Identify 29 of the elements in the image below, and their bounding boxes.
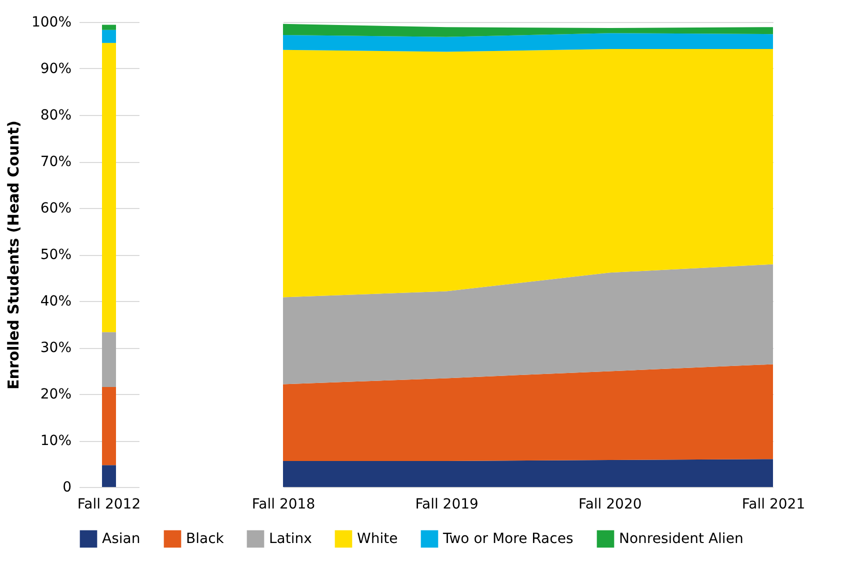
y-tick-label: 10% xyxy=(40,433,72,449)
x-tick-label: Fall 2020 xyxy=(578,496,642,512)
y-tick-label: 20% xyxy=(40,386,72,402)
y-tick-label: 60% xyxy=(40,200,72,216)
y-tick-label: 40% xyxy=(40,294,72,310)
bar xyxy=(102,387,116,466)
x-tick-label: Fall 2018 xyxy=(252,496,316,512)
bar xyxy=(102,465,116,487)
legend-label: Latinx xyxy=(269,530,312,547)
bar xyxy=(102,24,116,30)
y-tick-label: 50% xyxy=(40,247,72,263)
x-tick-label: Fall 2012 xyxy=(77,496,141,512)
y-axis-title: Enrolled Students (Head Count) xyxy=(4,120,22,390)
y-tick-label: 70% xyxy=(40,154,72,170)
legend-label: Two or More Races xyxy=(442,530,574,547)
legend-label: Asian xyxy=(102,530,140,547)
y-tick-label: 80% xyxy=(40,108,72,124)
y-tick-label: 0 xyxy=(62,480,72,496)
legend-label: White xyxy=(357,530,398,547)
legend-label: Nonresident Alien xyxy=(619,530,744,547)
y-tick-label: 90% xyxy=(40,61,72,77)
bar xyxy=(102,30,116,43)
x-tick-label: Fall 2021 xyxy=(742,496,806,512)
bar xyxy=(102,332,116,388)
legend-label: Black xyxy=(186,530,225,547)
x-tick-label: Fall 2019 xyxy=(415,496,478,512)
bar xyxy=(102,42,116,332)
y-tick-label: 100% xyxy=(31,14,72,30)
y-tick-label: 30% xyxy=(40,340,72,356)
